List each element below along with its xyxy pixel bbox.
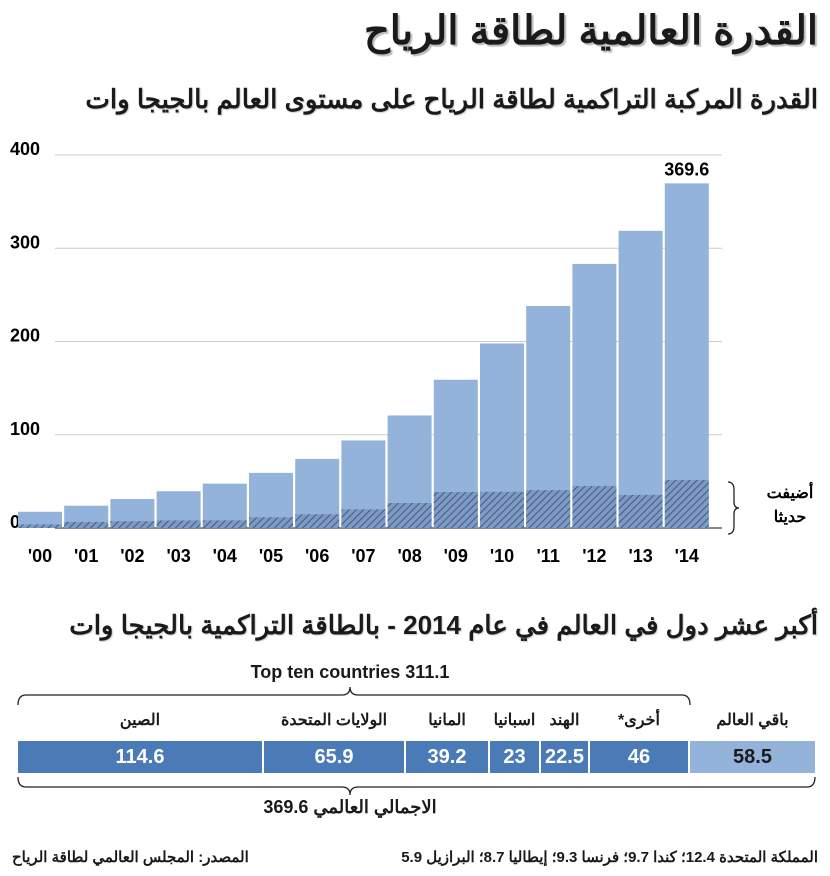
bar-chart: 0 100 200 300 400 369.6 '00 '01 '02 '03 '04 '05 '0… [10,139,814,566]
legend-brace [727,481,740,535]
bar-new [480,491,524,528]
legend-label: أضيفت [767,481,814,502]
y-tick-label: 0 [10,512,20,532]
breakdown-title: أكبر عشر دول في العالم في عام 2014 - بال… [69,610,818,640]
segment-label: الهند [549,712,580,729]
segment-label: اسبانيا [493,712,536,729]
segment-value: 58.5 [690,741,815,773]
chart-subtitle: القدرة المركبة التراكمية لطاقة الرياح عل… [85,84,818,114]
segment-label: الولايات المتحدة [280,712,388,729]
y-tick-label: 200 [10,326,40,346]
page-title: القدرة العالمية لطاقة الرياح [363,9,818,53]
segment-value: 46 [590,741,688,773]
bar-total [664,183,709,528]
x-tick-label: '09 [444,546,468,566]
top-ten-brace [17,686,691,706]
x-tick-label: '03 [166,546,190,566]
x-tick-label: '04 [213,546,237,566]
bar-new [387,503,432,528]
bar-new [618,494,663,528]
others-note: المملكة المتحدة 12.4؛ كندا 9.7؛ فرنسا 9.… [401,849,818,866]
braces [17,686,816,796]
top-ten-label: Top ten countries 311.1 [250,662,450,682]
y-tick-label: 400 [10,139,40,159]
x-tick-label: '11 [537,546,560,566]
source-note: المصدر: المجلس العالمي لطاقة الرياح [12,849,249,866]
bar-new [572,486,617,528]
x-tick-label: '08 [397,546,421,566]
segment-value: 114.6 [18,741,262,773]
segment-label: الصين [119,712,161,729]
bar-new [18,524,62,528]
bar-new [295,514,340,528]
bar-new [156,520,201,528]
legend-label: حديثا [774,509,807,526]
y-tick-label: 100 [10,419,40,439]
bar-new [64,521,109,528]
legend: أضيفت حديثا [727,481,814,535]
bar-new [249,517,293,528]
x-tick-label: '02 [120,546,144,566]
segment-label: أخرى* [618,712,660,729]
x-tick-label: '10 [490,546,514,566]
bar-new [433,492,478,528]
total-brace [17,776,816,796]
x-tick-label: '05 [259,546,283,566]
x-tick-label: '12 [582,546,606,566]
bar-new [202,520,247,528]
segment-value: 39.2 [406,741,488,773]
segment-label: باقي العالم [716,712,789,729]
x-tick-label: '14 [675,546,699,566]
bar-total [618,230,663,528]
bar-total [18,511,62,528]
bar-new [664,479,709,528]
x-tick-label: '07 [351,546,375,566]
total-label: الاجمالي العالمي 369.6 [263,797,437,817]
y-tick-label: 300 [10,232,40,252]
x-tick-label: '00 [28,546,52,566]
segment-value: 23 [490,741,539,773]
segment-label: المانيا [428,712,466,729]
x-tick-label: '13 [628,546,652,566]
x-tick-label: '01 [74,546,98,566]
bar-new [341,509,386,528]
bar-total [572,263,617,528]
segment-value: 65.9 [264,741,404,773]
bar-new [110,521,155,528]
x-tick-label: '06 [305,546,329,566]
segment-value: 22.5 [541,741,588,773]
bar-new [526,490,571,528]
data-label: 369.6 [664,159,709,179]
